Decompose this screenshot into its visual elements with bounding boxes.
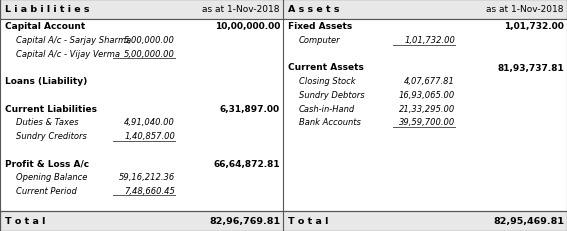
Text: Opening Balance: Opening Balance — [16, 173, 87, 181]
Text: 1,40,857.00: 1,40,857.00 — [124, 131, 175, 140]
Text: as at 1-Nov-2018: as at 1-Nov-2018 — [202, 6, 280, 14]
Text: T o t a l: T o t a l — [288, 217, 328, 225]
Bar — [0, 0, 567, 20]
Text: Capital A/c - Vijay Verma: Capital A/c - Vijay Verma — [16, 50, 120, 58]
Text: Capital Account: Capital Account — [5, 22, 85, 31]
Text: Duties & Taxes: Duties & Taxes — [16, 118, 78, 127]
Text: Computer: Computer — [299, 36, 341, 45]
Text: 1,01,732.00: 1,01,732.00 — [504, 22, 564, 31]
Text: 59,16,212.36: 59,16,212.36 — [119, 173, 175, 181]
Text: 66,64,872.81: 66,64,872.81 — [213, 159, 280, 168]
Text: Current Period: Current Period — [16, 186, 77, 195]
Text: 39,59,700.00: 39,59,700.00 — [399, 118, 455, 127]
Text: 4,91,040.00: 4,91,040.00 — [124, 118, 175, 127]
Bar — [0, 20, 567, 211]
Text: Profit & Loss A/c: Profit & Loss A/c — [5, 159, 89, 168]
Text: L i a b i l i t i e s: L i a b i l i t i e s — [5, 6, 90, 14]
Text: 4,07,677.81: 4,07,677.81 — [404, 77, 455, 86]
Text: 81,93,737.81: 81,93,737.81 — [497, 63, 564, 72]
Text: Loans (Liability): Loans (Liability) — [5, 77, 87, 86]
Text: 16,93,065.00: 16,93,065.00 — [399, 91, 455, 100]
Text: Bank Accounts: Bank Accounts — [299, 118, 361, 127]
Text: T o t a l: T o t a l — [5, 217, 45, 225]
Text: Closing Stock: Closing Stock — [299, 77, 356, 86]
Text: 21,33,295.00: 21,33,295.00 — [399, 104, 455, 113]
Text: A s s e t s: A s s e t s — [288, 6, 340, 14]
Text: Current Liabilities: Current Liabilities — [5, 104, 97, 113]
Text: 1,01,732.00: 1,01,732.00 — [404, 36, 455, 45]
Text: Current Assets: Current Assets — [288, 63, 364, 72]
Text: Cash-in-Hand: Cash-in-Hand — [299, 104, 356, 113]
Bar — [0, 211, 567, 231]
Text: 6,31,897.00: 6,31,897.00 — [220, 104, 280, 113]
Text: 7,48,660.45: 7,48,660.45 — [124, 186, 175, 195]
Text: Capital A/c - Sarjay Sharma: Capital A/c - Sarjay Sharma — [16, 36, 131, 45]
Text: Fixed Assets: Fixed Assets — [288, 22, 352, 31]
Text: as at 1-Nov-2018: as at 1-Nov-2018 — [486, 6, 564, 14]
Text: 5,00,000.00: 5,00,000.00 — [124, 50, 175, 58]
Text: 82,96,769.81: 82,96,769.81 — [209, 217, 280, 225]
Text: Sundry Creditors: Sundry Creditors — [16, 131, 87, 140]
Text: Sundry Debtors: Sundry Debtors — [299, 91, 365, 100]
Text: 82,95,469.81: 82,95,469.81 — [493, 217, 564, 225]
Text: 5,00,000.00: 5,00,000.00 — [124, 36, 175, 45]
Text: 10,00,000.00: 10,00,000.00 — [215, 22, 280, 31]
